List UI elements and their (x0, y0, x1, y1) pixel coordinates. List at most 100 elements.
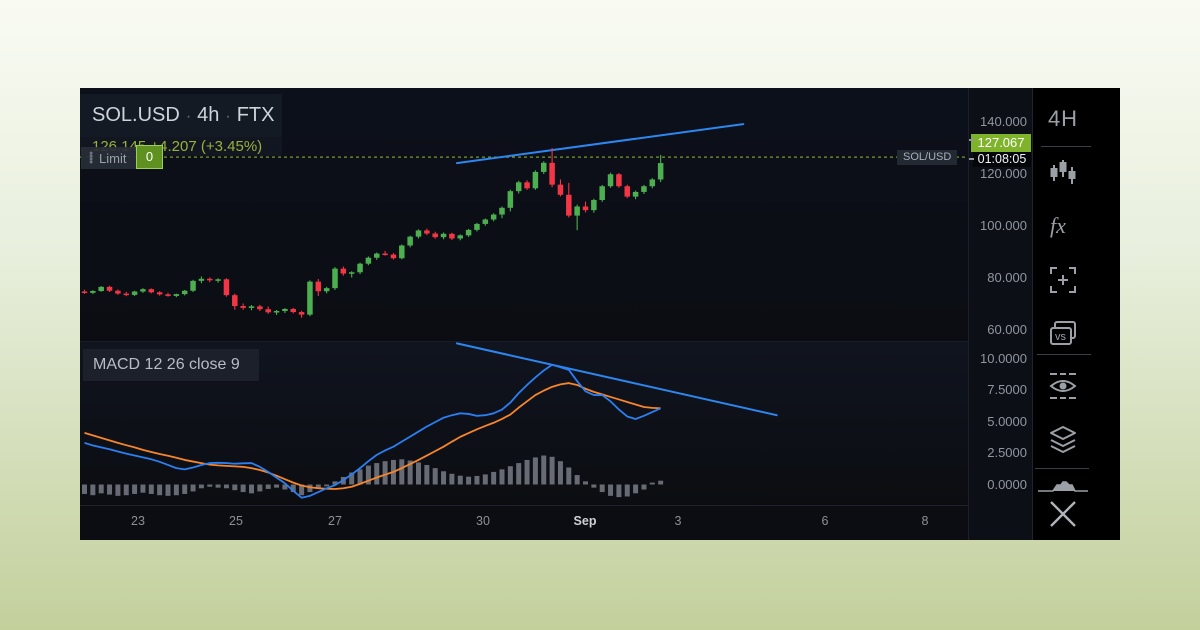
candle (223, 279, 230, 296)
macd-tick-label: 0.0000 (987, 476, 1027, 492)
chart-style-candles-icon[interactable] (1033, 156, 1093, 188)
candle (156, 292, 163, 295)
candle (198, 278, 205, 281)
candle (657, 163, 664, 180)
axis-dash (969, 158, 974, 161)
candle (566, 194, 572, 216)
time-tick-label: 27 (328, 514, 342, 528)
candle (507, 191, 514, 208)
candle (173, 294, 180, 296)
candle (415, 230, 422, 237)
candle (181, 290, 188, 295)
hide-drawings-eye-icon[interactable] (1033, 370, 1093, 402)
exchange-name: FTX (236, 104, 275, 126)
candle (140, 289, 146, 292)
price-tick-label: 80.000 (987, 270, 1027, 285)
candle (323, 288, 330, 292)
candle (131, 291, 138, 295)
pair-line-label: SOL/USD (897, 150, 958, 166)
candle (365, 257, 372, 264)
candle (632, 191, 639, 197)
candle (257, 306, 263, 310)
candle (449, 233, 455, 239)
compare-vs-icon[interactable]: vs (1033, 318, 1093, 350)
candle (106, 286, 113, 291)
candle (482, 219, 489, 224)
price-tick-label: 120.000 (980, 166, 1027, 181)
candle (649, 179, 656, 187)
symbol-title[interactable]: SOL.USD · 4h · FTX (80, 94, 282, 137)
candle (148, 289, 155, 293)
title-separator: · (185, 108, 192, 125)
candle (616, 174, 622, 187)
interval-button[interactable]: 4H (1047, 106, 1079, 131)
candle (248, 306, 255, 308)
chart-canvas[interactable] (80, 88, 968, 540)
limit-order-chip[interactable]: ● ● ● ● Limit (81, 147, 137, 170)
interval-value: 4h (197, 104, 220, 126)
candle (515, 182, 522, 192)
candle (123, 293, 129, 296)
candle (407, 236, 413, 246)
time-tick-label: 6 (821, 514, 829, 528)
candle (390, 254, 397, 259)
candle (315, 281, 322, 292)
candle (541, 162, 547, 172)
price-axis[interactable]: 140.000 120.000 100.000 80.000 60.000 10.0000… (968, 88, 1032, 540)
right-toolbar: 4H fx vs (1032, 88, 1120, 540)
candle (549, 162, 555, 185)
price-tick-label: 60.000 (987, 322, 1027, 337)
candle (424, 230, 430, 234)
candle (357, 263, 363, 273)
candle (232, 295, 238, 307)
chart-card: 23 25 27 30 Sep 3 6 8 140.000 120.000 100.000 80.0… (80, 88, 1120, 540)
candle (298, 312, 305, 315)
candle (348, 272, 355, 274)
candle (524, 182, 530, 189)
time-tick-label: 3 (674, 514, 682, 528)
candle (115, 290, 121, 294)
candle (290, 308, 296, 313)
indicators-fx-icon[interactable]: fx (1033, 210, 1093, 242)
candle (474, 223, 480, 230)
candle (273, 311, 280, 313)
macd-tick-label: 2.5000 (987, 445, 1027, 460)
macd-tick-label: 7.5000 (987, 382, 1027, 397)
candle (607, 174, 614, 187)
toolbar-divider (1041, 146, 1091, 147)
close-icon[interactable] (1033, 496, 1093, 532)
time-tick-label: 23 (131, 514, 145, 528)
time-tick-label: 8 (921, 514, 929, 528)
candle (240, 306, 246, 308)
panel-handle-icon[interactable] (1033, 478, 1093, 494)
macd-indicator-label[interactable]: MACD 12 26 close 9 (83, 349, 259, 381)
drag-handle-icon[interactable]: ● ● ● ● (89, 150, 94, 167)
candle (490, 214, 497, 220)
macd-tick-label: 5.0000 (987, 413, 1027, 429)
candle (432, 233, 438, 238)
candle (599, 186, 605, 200)
svg-text:fx: fx (1050, 213, 1066, 238)
candle (582, 206, 589, 211)
object-tree-layers-icon[interactable] (1033, 424, 1093, 456)
candle (532, 171, 539, 189)
time-axis[interactable]: 23 25 27 30 Sep 3 6 8 (80, 505, 968, 540)
candle (215, 279, 221, 281)
macd-tick-label: 10.0000 (980, 350, 1027, 366)
candle (374, 253, 380, 258)
candle (165, 294, 171, 296)
frame-add-icon[interactable] (1033, 264, 1093, 296)
candle (332, 268, 338, 289)
candle (641, 186, 647, 192)
axis-dash (969, 139, 974, 142)
time-tick-label: Sep (573, 514, 597, 528)
time-tick-label: 25 (229, 514, 243, 528)
symbol-name: SOL.USD (92, 104, 180, 126)
order-quantity-chip[interactable]: 0 (136, 145, 163, 170)
candle (591, 200, 597, 211)
candle (81, 291, 88, 294)
bar-countdown-label: 01:08:05 (973, 152, 1031, 168)
last-price-label: 127.067 (971, 134, 1031, 153)
candle (440, 233, 447, 238)
candle (465, 229, 472, 236)
